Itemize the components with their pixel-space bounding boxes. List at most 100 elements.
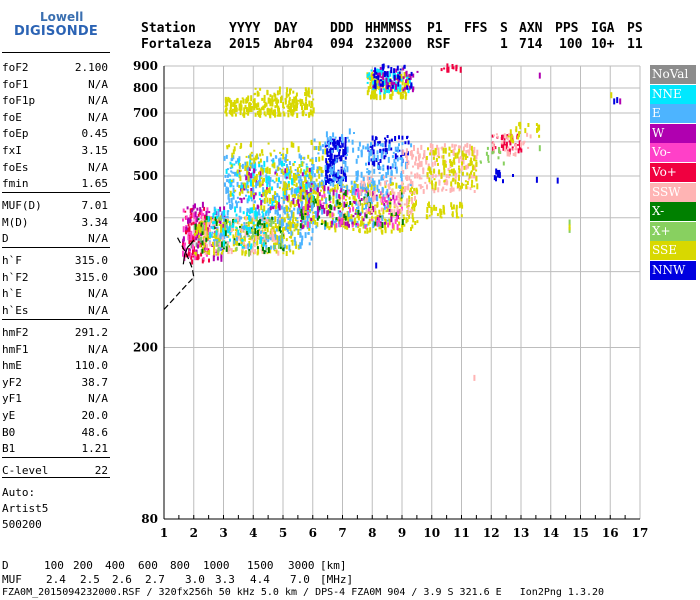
- echo-point: [311, 173, 314, 179]
- echo-point: [404, 165, 407, 170]
- echo-point: [271, 179, 274, 182]
- echo-point: [313, 173, 316, 178]
- echo-point: [390, 229, 393, 234]
- echo-point: [403, 65, 406, 69]
- echo-point: [370, 69, 373, 72]
- echo-point: [238, 215, 241, 222]
- echo-point: [192, 221, 195, 225]
- echo-point: [240, 244, 243, 246]
- echo-point: [345, 195, 348, 198]
- echo-point: [451, 211, 454, 218]
- echo-point: [411, 180, 414, 187]
- echo-point: [212, 213, 215, 219]
- echo-point: [305, 179, 308, 182]
- echo-point: [289, 166, 292, 171]
- echo-point: [289, 225, 292, 232]
- echo-point: [473, 172, 476, 177]
- echo-point: [350, 180, 353, 185]
- echo-point: [469, 144, 471, 151]
- echo-point: [328, 204, 330, 208]
- param-value: N/A: [88, 342, 108, 356]
- echo-point: [516, 144, 519, 146]
- echo-point: [344, 146, 347, 152]
- echo-point: [369, 79, 372, 82]
- echo-point: [261, 215, 264, 222]
- echo-point: [329, 181, 332, 187]
- echo-point: [291, 239, 294, 246]
- echo-point: [471, 165, 474, 171]
- echo-point: [188, 240, 191, 245]
- echo-point: [196, 207, 199, 211]
- param-name: fxI: [2, 144, 22, 157]
- echo-point: [351, 224, 354, 228]
- echo-point: [197, 213, 200, 217]
- echo-point: [260, 249, 263, 252]
- echo-point: [420, 177, 423, 180]
- echo-point: [437, 187, 440, 193]
- echo-point: [239, 109, 242, 116]
- echo-point: [367, 211, 370, 214]
- echo-point: [267, 187, 270, 193]
- echo-point: [338, 221, 341, 228]
- echo-point: [321, 197, 323, 201]
- echo-point: [443, 143, 446, 148]
- echo-point: [361, 220, 364, 226]
- echo-point: [242, 240, 245, 245]
- echo-point: [348, 196, 351, 200]
- echo-point: [246, 208, 249, 213]
- echo-point: [344, 142, 347, 149]
- echo-point: [250, 188, 253, 193]
- echo-point: [398, 143, 400, 147]
- echo-point: [374, 67, 377, 74]
- param-value: 2.100: [74, 61, 108, 74]
- param-row-foes: foEs N/A: [2, 161, 108, 174]
- x-tick-label: 8: [368, 526, 376, 540]
- echo-point: [312, 98, 315, 101]
- echo-point: [277, 105, 280, 109]
- echo-point: [332, 132, 335, 138]
- echo-point: [261, 149, 264, 154]
- echo-point: [473, 158, 475, 161]
- echo-point: [409, 179, 412, 185]
- echo-point: [400, 155, 403, 158]
- echo-point: [325, 131, 328, 138]
- echo-point: [189, 218, 192, 223]
- echo-point: [295, 190, 298, 196]
- x-tick-label: 2: [190, 526, 198, 540]
- echo-point: [239, 146, 242, 149]
- echo-point: [315, 211, 318, 214]
- echo-point: [368, 230, 371, 233]
- echo-point: [407, 80, 410, 87]
- echo-point: [322, 209, 325, 212]
- echo-point: [393, 159, 396, 163]
- echo-point: [445, 189, 448, 191]
- echo-point: [200, 222, 203, 227]
- echo-point: [214, 248, 217, 252]
- echo-point: [356, 184, 359, 188]
- echo-point: [463, 165, 466, 170]
- echo-point: [418, 174, 421, 178]
- echo-point: [304, 87, 307, 92]
- echo-point: [316, 202, 319, 207]
- echo-point: [400, 173, 403, 178]
- echo-point: [444, 163, 447, 168]
- echo-point: [252, 231, 255, 238]
- echo-point: [268, 182, 271, 188]
- echo-point: [226, 219, 229, 223]
- echo-point: [376, 81, 379, 86]
- param-value: 3.34: [81, 215, 109, 229]
- echo-point: [236, 196, 239, 199]
- echo-point: [348, 128, 351, 135]
- echo-point: [538, 145, 541, 152]
- echo-point: [448, 169, 451, 173]
- echo-point: [238, 174, 241, 177]
- echo-point: [325, 163, 328, 165]
- echo-point: [373, 160, 376, 167]
- echo-point: [232, 219, 235, 225]
- echo-point: [300, 179, 303, 186]
- echo-point: [304, 176, 307, 183]
- legend-item-sse: SSE: [650, 241, 696, 261]
- echo-point: [293, 176, 296, 183]
- echo-point: [298, 174, 301, 176]
- echo-point: [261, 211, 264, 214]
